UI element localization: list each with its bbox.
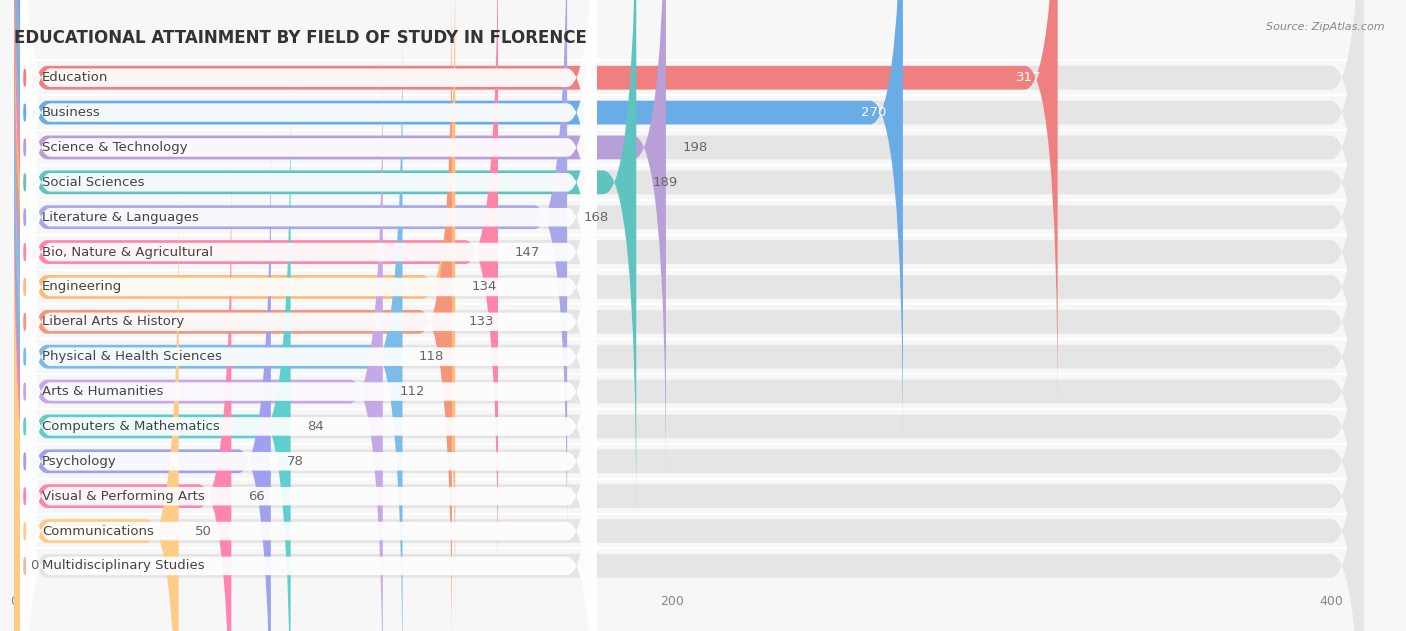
FancyBboxPatch shape <box>21 0 596 382</box>
FancyBboxPatch shape <box>14 0 498 589</box>
Circle shape <box>24 383 25 400</box>
Text: 118: 118 <box>419 350 444 363</box>
FancyBboxPatch shape <box>21 227 596 631</box>
FancyBboxPatch shape <box>21 0 596 591</box>
Circle shape <box>24 139 25 156</box>
Text: 189: 189 <box>652 176 678 189</box>
FancyBboxPatch shape <box>14 0 666 485</box>
Circle shape <box>24 209 25 226</box>
Text: 66: 66 <box>247 490 264 503</box>
FancyBboxPatch shape <box>21 261 596 631</box>
FancyBboxPatch shape <box>14 0 1364 415</box>
FancyBboxPatch shape <box>14 20 1364 631</box>
Text: Multidisciplinary Studies: Multidisciplinary Studies <box>42 560 205 572</box>
Text: Psychology: Psychology <box>42 455 117 468</box>
Text: Science & Technology: Science & Technology <box>42 141 187 154</box>
FancyBboxPatch shape <box>14 0 456 624</box>
Text: 0: 0 <box>31 560 39 572</box>
Text: Bio, Nature & Agricultural: Bio, Nature & Agricultural <box>42 245 212 259</box>
FancyBboxPatch shape <box>14 55 1364 631</box>
Text: 147: 147 <box>515 245 540 259</box>
FancyBboxPatch shape <box>14 0 1364 519</box>
Text: 134: 134 <box>471 280 498 293</box>
Text: 270: 270 <box>860 106 886 119</box>
FancyBboxPatch shape <box>14 124 1364 631</box>
FancyBboxPatch shape <box>14 20 402 631</box>
Text: Arts & Humanities: Arts & Humanities <box>42 385 163 398</box>
FancyBboxPatch shape <box>21 0 596 522</box>
Circle shape <box>24 278 25 295</box>
FancyBboxPatch shape <box>14 0 451 631</box>
FancyBboxPatch shape <box>21 156 596 631</box>
FancyBboxPatch shape <box>21 0 596 417</box>
Text: EDUCATIONAL ATTAINMENT BY FIELD OF STUDY IN FLORENCE: EDUCATIONAL ATTAINMENT BY FIELD OF STUDY… <box>14 29 586 47</box>
FancyBboxPatch shape <box>21 0 596 452</box>
FancyBboxPatch shape <box>14 0 1364 624</box>
Text: 133: 133 <box>468 316 494 328</box>
FancyBboxPatch shape <box>14 0 1057 415</box>
Text: Engineering: Engineering <box>42 280 122 293</box>
Circle shape <box>24 418 25 435</box>
Circle shape <box>24 488 25 505</box>
FancyBboxPatch shape <box>14 0 903 449</box>
FancyBboxPatch shape <box>14 0 637 519</box>
Circle shape <box>24 522 25 540</box>
FancyBboxPatch shape <box>21 17 596 627</box>
FancyBboxPatch shape <box>14 159 232 631</box>
FancyBboxPatch shape <box>14 0 567 554</box>
FancyBboxPatch shape <box>14 0 1364 589</box>
Text: 112: 112 <box>399 385 425 398</box>
Text: Source: ZipAtlas.com: Source: ZipAtlas.com <box>1267 22 1385 32</box>
FancyBboxPatch shape <box>14 124 271 631</box>
FancyBboxPatch shape <box>14 194 179 631</box>
Text: Education: Education <box>42 71 108 84</box>
Text: 50: 50 <box>195 524 212 538</box>
Text: 198: 198 <box>682 141 707 154</box>
Text: Communications: Communications <box>42 524 153 538</box>
FancyBboxPatch shape <box>14 0 1364 554</box>
Text: Business: Business <box>42 106 101 119</box>
Circle shape <box>24 244 25 261</box>
Text: Literature & Languages: Literature & Languages <box>42 211 198 224</box>
Text: 84: 84 <box>307 420 323 433</box>
Text: Computers & Mathematics: Computers & Mathematics <box>42 420 219 433</box>
FancyBboxPatch shape <box>14 90 1364 631</box>
Circle shape <box>24 348 25 365</box>
Circle shape <box>24 557 25 574</box>
FancyBboxPatch shape <box>14 194 1364 631</box>
FancyBboxPatch shape <box>21 87 596 631</box>
FancyBboxPatch shape <box>14 55 382 631</box>
FancyBboxPatch shape <box>14 0 1364 485</box>
FancyBboxPatch shape <box>14 0 1364 449</box>
Circle shape <box>24 69 25 86</box>
FancyBboxPatch shape <box>14 90 291 631</box>
Text: Liberal Arts & History: Liberal Arts & History <box>42 316 184 328</box>
Text: 78: 78 <box>287 455 304 468</box>
Text: 317: 317 <box>1015 71 1042 84</box>
FancyBboxPatch shape <box>21 192 596 631</box>
Text: Social Sciences: Social Sciences <box>42 176 145 189</box>
FancyBboxPatch shape <box>14 0 1364 631</box>
Text: Visual & Performing Arts: Visual & Performing Arts <box>42 490 205 503</box>
FancyBboxPatch shape <box>21 0 596 557</box>
Circle shape <box>24 314 25 330</box>
Circle shape <box>24 104 25 121</box>
Text: Physical & Health Sciences: Physical & Health Sciences <box>42 350 222 363</box>
Circle shape <box>24 453 25 470</box>
FancyBboxPatch shape <box>21 0 596 487</box>
FancyBboxPatch shape <box>14 159 1364 631</box>
FancyBboxPatch shape <box>14 229 1364 631</box>
FancyBboxPatch shape <box>21 52 596 631</box>
Circle shape <box>24 174 25 191</box>
Text: 168: 168 <box>583 211 609 224</box>
FancyBboxPatch shape <box>21 122 596 631</box>
